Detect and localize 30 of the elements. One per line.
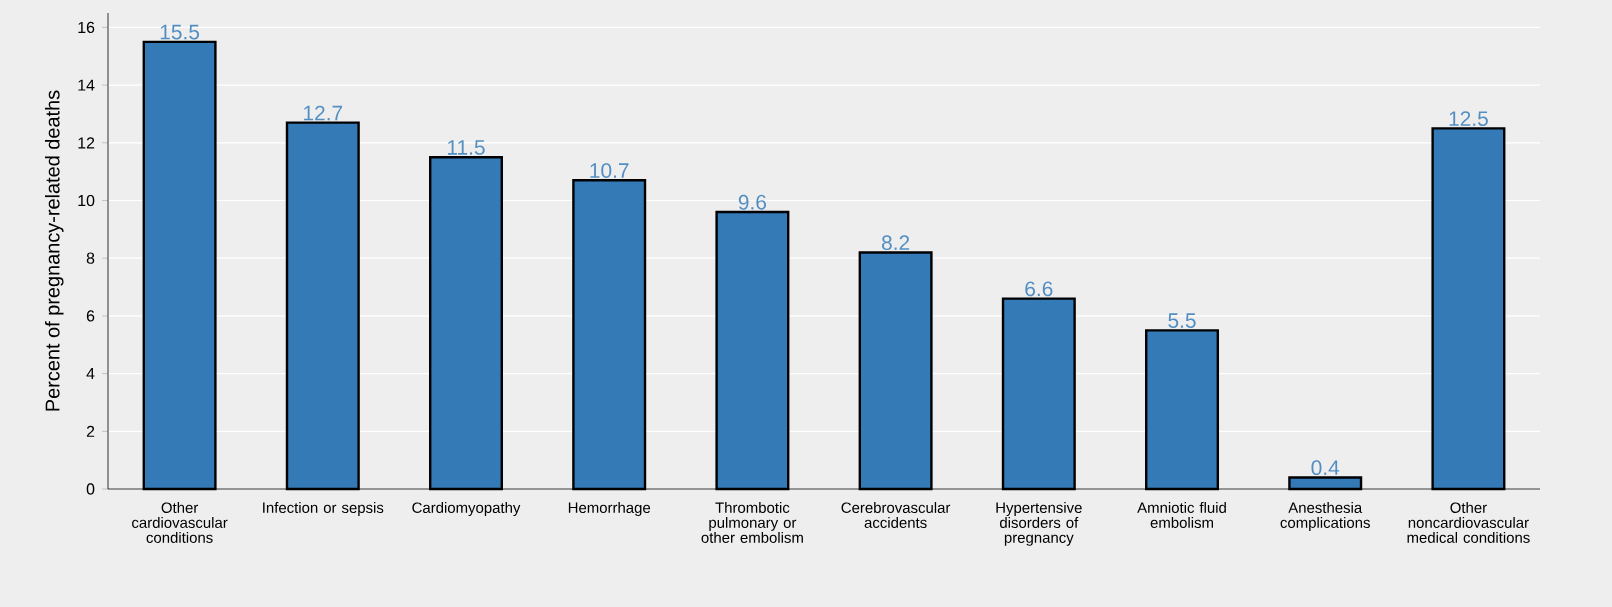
data-label: 9.6: [738, 194, 767, 210]
x-tick-label: Anesthesia complications: [1280, 502, 1370, 531]
x-tick-label: Infection or sepsis: [263, 502, 384, 516]
x-tick-label: Other noncardiovascular medical conditions: [1407, 502, 1530, 543]
x-tick-label: Cardiomyopathy: [412, 502, 521, 516]
data-label: 5.5: [1168, 313, 1196, 328]
data-label: 12.5: [1449, 111, 1488, 127]
y-tick-label: 8: [86, 252, 95, 264]
y-tick-label: 0: [86, 483, 95, 495]
x-tick-label: Hypertensive disorders of pregnancy: [996, 502, 1082, 546]
data-label: 6.6: [1025, 281, 1053, 297]
x-tick-label: Other cardiovascular conditions: [132, 502, 228, 543]
y-tick-label: 2: [86, 425, 95, 437]
data-label: 8.2: [881, 235, 910, 251]
data-label: 12.7: [304, 105, 343, 121]
y-tick-label: 4: [86, 368, 95, 380]
data-label: 0.4: [1311, 460, 1340, 476]
x-tick-label: Amniotic fluid embolism: [1137, 502, 1226, 528]
data-label: 10.7: [590, 163, 629, 178]
data-label: 15.5: [160, 24, 200, 40]
x-tick-label: Thrombotic pulmonary or other embolism: [701, 502, 803, 543]
x-tick-label: Hemorrhage: [568, 502, 651, 516]
y-tick-label: 14: [78, 79, 95, 91]
y-tick-label: 10: [78, 194, 95, 207]
y-tick-label: 6: [86, 310, 95, 322]
y-tick-label: 12: [78, 137, 95, 149]
x-tick-label: Cerebrovascular accidents: [841, 502, 951, 528]
data-label: 11.5: [448, 140, 485, 155]
y-tick-label: 16: [78, 21, 95, 34]
y-axis-title: Percent of pregnancy-related deaths: [44, 90, 64, 411]
